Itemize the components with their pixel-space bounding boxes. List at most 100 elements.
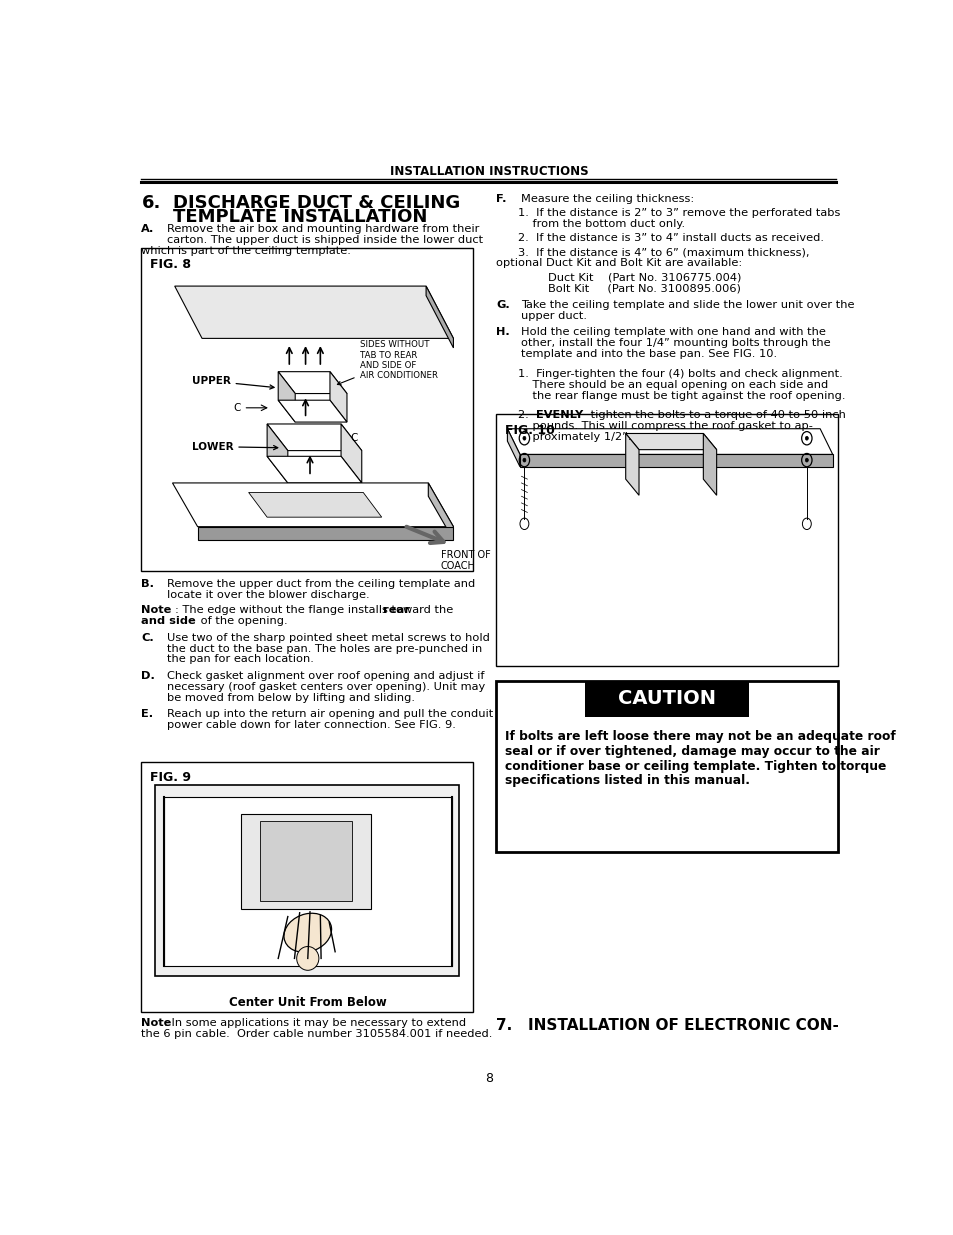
Text: : In some applications it may be necessary to extend: : In some applications it may be necessa…	[164, 1019, 465, 1029]
Text: power cable down for later connection. See FIG. 9.: power cable down for later connection. S…	[167, 720, 456, 730]
Text: specifications listed in this manual.: specifications listed in this manual.	[505, 774, 749, 788]
Text: Check gasket alignment over roof opening and adjust if: Check gasket alignment over roof opening…	[167, 671, 484, 680]
Text: H.: H.	[496, 327, 510, 337]
Text: 8: 8	[484, 1072, 493, 1084]
Polygon shape	[154, 785, 459, 976]
Text: FIG. 9: FIG. 9	[151, 771, 192, 784]
Polygon shape	[197, 526, 453, 540]
Text: 1.  If the distance is 2” to 3” remove the perforated tabs: 1. If the distance is 2” to 3” remove th…	[518, 207, 840, 219]
Bar	[496, 415, 837, 667]
Text: UPPER: UPPER	[192, 375, 274, 389]
Text: rear: rear	[383, 605, 410, 615]
Polygon shape	[507, 429, 832, 454]
Text: Remove the air box and mounting hardware from their: Remove the air box and mounting hardware…	[167, 225, 479, 235]
Text: INSTALLATION INSTRUCTIONS: INSTALLATION INSTRUCTIONS	[389, 164, 588, 178]
Text: : The edge without the flange installs toward the: : The edge without the flange installs t…	[174, 605, 456, 615]
Circle shape	[522, 458, 525, 462]
Text: C: C	[233, 403, 241, 412]
Polygon shape	[241, 814, 370, 909]
Text: 7.   INSTALLATION OF ELECTRONIC CON-: 7. INSTALLATION OF ELECTRONIC CON-	[496, 1019, 839, 1034]
Text: Hold the ceiling template with one hand and with the: Hold the ceiling template with one hand …	[520, 327, 824, 337]
Polygon shape	[267, 424, 361, 451]
Text: optional Duct Kit and Bolt Kit are available:: optional Duct Kit and Bolt Kit are avail…	[496, 258, 741, 268]
Text: E.: E.	[141, 709, 153, 719]
Text: the pan for each location.: the pan for each location.	[167, 655, 314, 664]
Text: necessary (roof gasket centers over opening). Unit may: necessary (roof gasket centers over open…	[167, 682, 485, 692]
Text: Center Unit From Below: Center Unit From Below	[229, 997, 386, 1009]
Circle shape	[522, 436, 525, 440]
Polygon shape	[625, 433, 716, 450]
Text: FIG. 8: FIG. 8	[151, 258, 192, 270]
Ellipse shape	[284, 913, 332, 952]
Text: proximately 1/2”.: proximately 1/2”.	[518, 432, 631, 442]
Text: and side: and side	[141, 616, 196, 626]
Bar	[584, 680, 748, 716]
Text: Note: Note	[141, 605, 172, 615]
Polygon shape	[172, 483, 453, 526]
Text: Reach up into the return air opening and pull the conduit: Reach up into the return air opening and…	[167, 709, 493, 719]
Text: 3.  If the distance is 4” to 6” (maximum thickness),: 3. If the distance is 4” to 6” (maximum …	[518, 247, 809, 257]
Text: 6.: 6.	[141, 194, 161, 212]
Text: Bolt Kit     (Part No. 3100895.006): Bolt Kit (Part No. 3100895.006)	[547, 284, 740, 294]
Text: FRONT OF
COACH: FRONT OF COACH	[440, 550, 490, 571]
Text: Take the ceiling template and slide the lower unit over the: Take the ceiling template and slide the …	[520, 300, 853, 310]
Text: from the bottom duct only.: from the bottom duct only.	[518, 219, 685, 228]
Text: upper duct.: upper duct.	[520, 311, 586, 321]
Text: Measure the ceiling thickness:: Measure the ceiling thickness:	[520, 194, 693, 204]
Polygon shape	[426, 287, 453, 348]
Circle shape	[804, 436, 807, 440]
Text: A.: A.	[141, 225, 154, 235]
Text: CAUTION: CAUTION	[618, 689, 716, 709]
Text: DISCHARGE DUCT & CEILING: DISCHARGE DUCT & CEILING	[173, 194, 460, 212]
Polygon shape	[702, 433, 716, 495]
Text: Use two of the sharp pointed sheet metal screws to hold: Use two of the sharp pointed sheet metal…	[167, 632, 490, 642]
Polygon shape	[259, 821, 352, 902]
Text: G.: G.	[496, 300, 510, 310]
Text: SIDES WITHOUT
TAB TO REAR
AND SIDE OF
AIR CONDITIONER: SIDES WITHOUT TAB TO REAR AND SIDE OF AI…	[337, 340, 437, 385]
Text: 2.: 2.	[518, 410, 536, 420]
Text: locate it over the blower discharge.: locate it over the blower discharge.	[167, 590, 370, 600]
Text: seal or if over tightened, damage may occur to the air: seal or if over tightened, damage may oc…	[505, 745, 880, 758]
Polygon shape	[267, 424, 288, 483]
Text: conditioner base or ceiling template. Tighten to torque: conditioner base or ceiling template. Ti…	[505, 760, 885, 773]
Ellipse shape	[296, 946, 318, 971]
Polygon shape	[278, 372, 294, 422]
Bar	[141, 762, 472, 1011]
Text: of the opening.: of the opening.	[196, 616, 287, 626]
Polygon shape	[519, 454, 832, 467]
Text: pounds. This will compress the roof gasket to ap-: pounds. This will compress the roof gask…	[518, 421, 813, 431]
Polygon shape	[174, 287, 453, 338]
Text: other, install the four 1/4” mounting bolts through the: other, install the four 1/4” mounting bo…	[520, 338, 829, 348]
Text: B.: B.	[141, 579, 154, 589]
Text: be moved from below by lifting and sliding.: be moved from below by lifting and slidi…	[167, 693, 415, 703]
Text: Remove the upper duct from the ceiling template and: Remove the upper duct from the ceiling t…	[167, 579, 475, 589]
Text: EVENLY: EVENLY	[535, 410, 582, 420]
Polygon shape	[278, 400, 347, 422]
Text: which is part of the ceiling template.: which is part of the ceiling template.	[141, 246, 351, 256]
Text: There should be an equal opening on each side and: There should be an equal opening on each…	[518, 379, 828, 390]
Text: F.: F.	[496, 194, 506, 204]
Polygon shape	[164, 797, 452, 966]
Circle shape	[804, 458, 807, 462]
Polygon shape	[278, 372, 347, 394]
Text: C.: C.	[141, 632, 154, 642]
Text: TEMPLATE INSTALLATION: TEMPLATE INSTALLATION	[173, 209, 427, 226]
Polygon shape	[249, 493, 381, 517]
Polygon shape	[625, 433, 639, 495]
Text: the 6 pin cable.  Order cable number 3105584.001 if needed.: the 6 pin cable. Order cable number 3105…	[141, 1029, 493, 1040]
Text: Note: Note	[141, 1019, 172, 1029]
Text: D.: D.	[141, 671, 155, 680]
Text: 1.  Finger-tighten the four (4) bolts and check alignment.: 1. Finger-tighten the four (4) bolts and…	[518, 369, 842, 379]
Text: template and into the base pan. See FIG. 10.: template and into the base pan. See FIG.…	[520, 350, 776, 359]
Bar	[141, 248, 472, 572]
Text: If bolts are left loose there may not be an adequate roof: If bolts are left loose there may not be…	[505, 730, 895, 743]
Text: tighten the bolts to a torque of 40 to 50 inch: tighten the bolts to a torque of 40 to 5…	[586, 410, 844, 420]
Polygon shape	[507, 429, 519, 467]
Polygon shape	[330, 372, 347, 422]
Polygon shape	[267, 456, 361, 483]
Text: 2.  If the distance is 3” to 4” install ducts as received.: 2. If the distance is 3” to 4” install d…	[518, 233, 823, 243]
Text: C: C	[350, 433, 357, 443]
Text: the rear flange must be tight against the roof opening.: the rear flange must be tight against th…	[518, 390, 845, 400]
Text: LOWER: LOWER	[192, 442, 277, 452]
Polygon shape	[341, 424, 361, 483]
